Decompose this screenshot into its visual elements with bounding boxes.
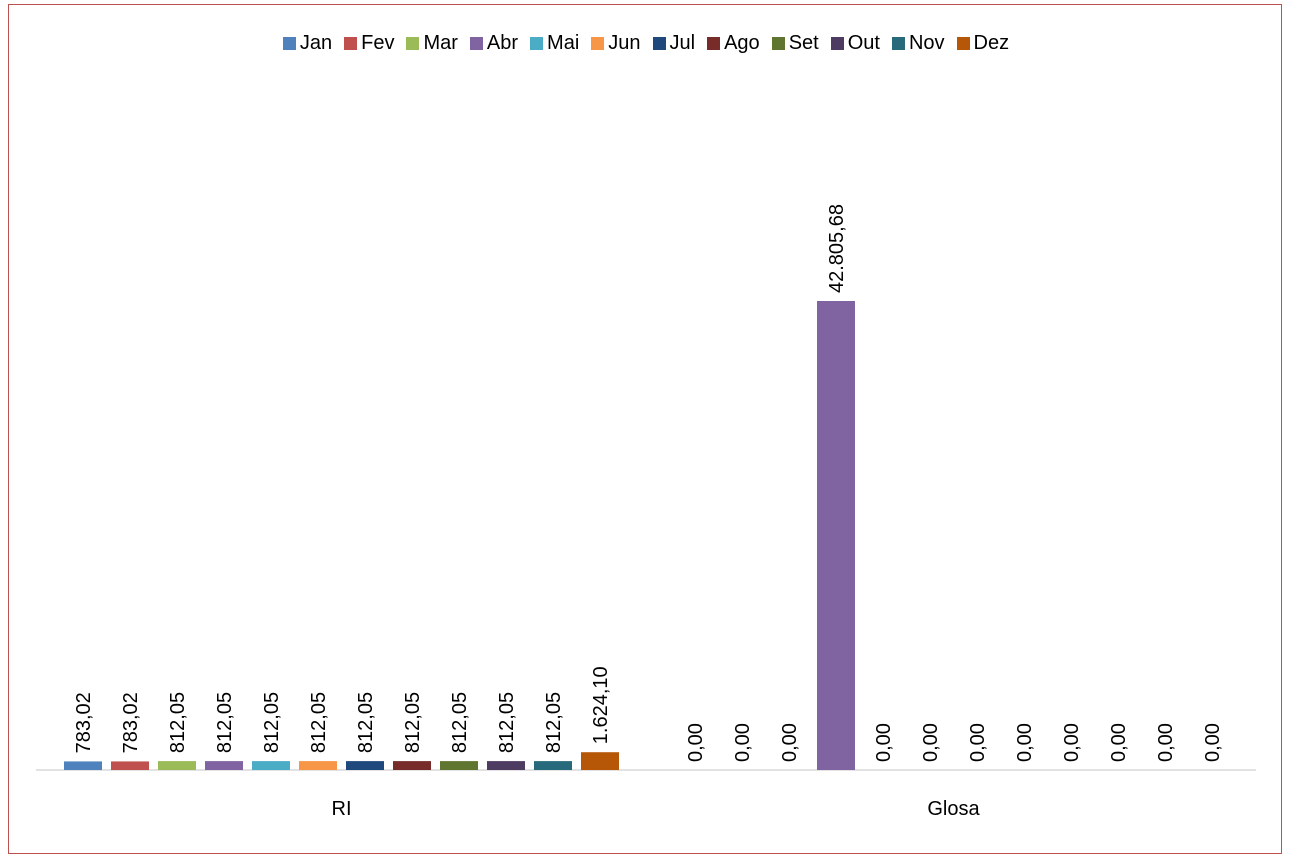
category-label-ri: RI	[332, 798, 352, 820]
data-label-glosa-ago: 0,00	[1014, 723, 1036, 762]
legend-item-jan: Jan	[282, 32, 333, 55]
data-label-ri-abr: 812,05	[214, 692, 236, 753]
bar-glosa-abr	[817, 301, 855, 770]
legend-label: Set	[788, 32, 819, 54]
data-label-glosa-jun: 0,00	[920, 723, 942, 762]
legend-swatch	[707, 37, 721, 50]
legend-item-nov: Nov	[891, 32, 945, 55]
data-label-ri-nov: 812,05	[543, 692, 565, 753]
legend-swatch	[591, 37, 605, 50]
legend-item-ago: Ago	[707, 32, 760, 55]
bar-ri-nov	[534, 761, 572, 770]
legend-swatch	[469, 37, 483, 50]
legend-swatch	[406, 37, 420, 50]
data-label-ri-mai: 812,05	[261, 692, 283, 753]
legend-label: Mar	[423, 32, 458, 54]
legend-label: Abr	[486, 32, 519, 54]
bar-ri-fev	[111, 761, 149, 770]
legend-item-fev: Fev	[344, 32, 394, 55]
legend-swatch	[771, 37, 785, 50]
legend-item-dez: Dez	[956, 32, 1010, 55]
legend-label: Nov	[908, 32, 945, 54]
legend-label: Out	[847, 32, 880, 54]
legend-label: Jul	[669, 32, 696, 54]
legend-item-jul: Jul	[652, 32, 696, 55]
data-label-ri-out: 812,05	[496, 692, 518, 753]
legend-label: Jun	[608, 32, 641, 54]
bar-ri-jun	[299, 761, 337, 770]
data-label-glosa-mar: 0,00	[779, 723, 801, 762]
bar-ri-jan	[64, 761, 102, 770]
data-label-glosa-mai: 0,00	[873, 723, 895, 762]
bar-ri-set	[440, 761, 478, 770]
data-label-ri-set: 812,05	[449, 692, 471, 753]
legend-item-out: Out	[830, 32, 880, 55]
legend-label: Mai	[547, 32, 580, 54]
legend-item-abr: Abr	[469, 32, 519, 55]
legend-swatch	[652, 37, 666, 50]
legend-swatch	[956, 37, 970, 50]
data-label-glosa-set: 0,00	[1061, 723, 1083, 762]
legend-item-mai: Mai	[530, 32, 579, 55]
legend-swatch	[282, 37, 296, 50]
legend-label: Dez	[973, 32, 1010, 54]
data-label-ri-fev: 783,02	[120, 692, 142, 753]
legend-swatch	[891, 37, 905, 50]
chart-frame	[8, 4, 1282, 854]
data-label-glosa-out: 0,00	[1108, 723, 1130, 762]
bar-ri-mai	[252, 761, 290, 770]
legend-item-mar: Mar	[406, 32, 458, 55]
data-labels-group: 783,02 783,02 812,05 812,05 812,05 812,05 812,…	[73, 204, 1224, 762]
chart-legend: Jan Fev Mar Abr Mai Jun Jul Ago Set Out Nov Dez	[0, 32, 1292, 55]
bars-group	[64, 301, 855, 770]
data-label-glosa-dez: 0,00	[1202, 723, 1224, 762]
bar-ri-abr	[205, 761, 243, 770]
bar-ri-mar	[158, 761, 196, 770]
data-label-ri-dez: 1.624,10	[590, 666, 612, 744]
legend-swatch	[530, 37, 544, 50]
legend-label: Fev	[361, 32, 395, 54]
legend-item-set: Set	[771, 32, 819, 55]
bar-ri-out	[487, 761, 525, 770]
data-label-ri-jun: 812,05	[308, 692, 330, 753]
bar-ri-ago	[393, 761, 431, 770]
legend-label: Jan	[299, 32, 333, 54]
data-label-ri-ago: 812,05	[402, 692, 424, 753]
data-label-glosa-fev: 0,00	[732, 723, 754, 762]
category-label-glosa: Glosa	[927, 798, 980, 820]
bar-ri-dez	[581, 752, 619, 770]
data-label-ri-mar: 812,05	[167, 692, 189, 753]
data-label-ri-jul: 812,05	[355, 692, 377, 753]
category-labels-group: RI Glosa	[332, 798, 981, 820]
legend-item-jun: Jun	[591, 32, 641, 55]
legend-swatch	[344, 37, 358, 50]
data-label-glosa-jul: 0,00	[967, 723, 989, 762]
data-label-ri-jan: 783,02	[73, 692, 95, 753]
legend-label: Ago	[724, 32, 760, 54]
data-label-glosa-jan: 0,00	[685, 723, 707, 762]
bar-ri-jul	[346, 761, 384, 770]
data-label-glosa-abr: 42.805,68	[826, 204, 848, 293]
data-label-glosa-nov: 0,00	[1155, 723, 1177, 762]
legend-swatch	[830, 37, 844, 50]
